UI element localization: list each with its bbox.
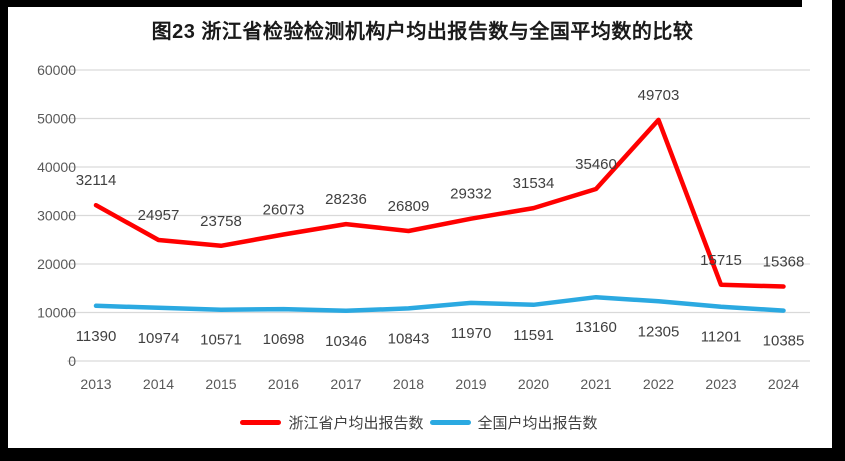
x-tick-label: 2018 bbox=[393, 376, 424, 392]
legend-label-zhejiang: 浙江省户均出报告数 bbox=[288, 415, 424, 432]
data-label: 10698 bbox=[263, 331, 305, 348]
data-label: 11201 bbox=[701, 329, 742, 346]
national-line-swatch-icon bbox=[429, 420, 471, 425]
x-tick-label: 2023 bbox=[705, 376, 736, 392]
y-tick-label: 10000 bbox=[37, 305, 76, 321]
data-label: 29332 bbox=[450, 186, 492, 203]
frame-border-right bbox=[832, 0, 845, 461]
data-label: 23758 bbox=[200, 213, 242, 230]
gridlines bbox=[67, 69, 810, 362]
frame-border-top bbox=[0, 0, 802, 7]
data-label: 49703 bbox=[638, 87, 680, 104]
zhejiang-line-swatch-icon bbox=[240, 420, 282, 425]
data-label: 11591 bbox=[513, 327, 554, 344]
national-series-line bbox=[93, 294, 786, 314]
data-label: 10571 bbox=[200, 332, 242, 349]
data-label: 31534 bbox=[513, 175, 555, 192]
y-axis-labels: 0 10000 20000 30000 40000 50000 60000 bbox=[37, 62, 76, 369]
data-label: 10346 bbox=[325, 333, 367, 350]
x-tick-label: 2019 bbox=[455, 376, 486, 392]
legend: 浙江省户均出报告数 全国户均出报告数 bbox=[0, 412, 838, 433]
x-tick-label: 2024 bbox=[768, 376, 799, 392]
y-tick-label: 50000 bbox=[37, 111, 76, 127]
data-label: 10974 bbox=[138, 330, 180, 347]
legend-item-zhejiang: 浙江省户均出报告数 bbox=[240, 412, 424, 433]
legend-item-national: 全国户均出报告数 bbox=[429, 412, 598, 433]
data-label: 13160 bbox=[575, 319, 617, 336]
data-label: 32114 bbox=[76, 172, 117, 189]
data-label: 26809 bbox=[388, 198, 430, 215]
x-axis-labels: 2013 2014 2015 2016 2017 2018 2019 2020 2021 2022… bbox=[80, 376, 799, 392]
y-tick-label: 60000 bbox=[37, 62, 76, 78]
y-tick-label: 0 bbox=[68, 353, 76, 369]
data-label: 10385 bbox=[763, 333, 805, 350]
x-tick-label: 2022 bbox=[643, 376, 674, 392]
x-tick-label: 2020 bbox=[518, 376, 549, 392]
zhejiang-data-labels: 32114 24957 23758 26073 28236 26809 29332 31534… bbox=[76, 87, 805, 271]
x-tick-label: 2016 bbox=[268, 376, 299, 392]
data-label: 11970 bbox=[451, 325, 492, 342]
x-tick-label: 2014 bbox=[143, 376, 174, 392]
x-tick-label: 2017 bbox=[330, 376, 361, 392]
data-label: 11390 bbox=[76, 328, 117, 345]
national-data-labels: 11390 10974 10571 10698 10346 10843 11970 11591… bbox=[76, 319, 805, 350]
data-label: 24957 bbox=[138, 207, 180, 224]
x-tick-label: 2013 bbox=[80, 376, 111, 392]
y-tick-label: 30000 bbox=[37, 208, 76, 224]
data-label: 10843 bbox=[388, 330, 430, 347]
data-label: 26073 bbox=[263, 202, 305, 219]
x-tick-label: 2015 bbox=[205, 376, 236, 392]
legend-label-national: 全国户均出报告数 bbox=[477, 415, 598, 432]
data-label: 28236 bbox=[325, 191, 367, 208]
data-label: 15368 bbox=[763, 253, 805, 270]
frame-border-left bbox=[0, 0, 8, 461]
data-label: 15715 bbox=[700, 252, 742, 269]
data-label: 35460 bbox=[575, 156, 617, 173]
y-tick-label: 40000 bbox=[37, 159, 76, 175]
x-tick-label: 2021 bbox=[580, 376, 611, 392]
frame-border-bottom bbox=[0, 448, 845, 461]
zhejiang-series-line bbox=[93, 117, 786, 289]
data-label: 12305 bbox=[638, 323, 680, 340]
y-tick-label: 20000 bbox=[37, 256, 76, 272]
chart-title: 图23 浙江省检验检测机构户均出报告数与全国平均数的比较 bbox=[151, 21, 694, 43]
